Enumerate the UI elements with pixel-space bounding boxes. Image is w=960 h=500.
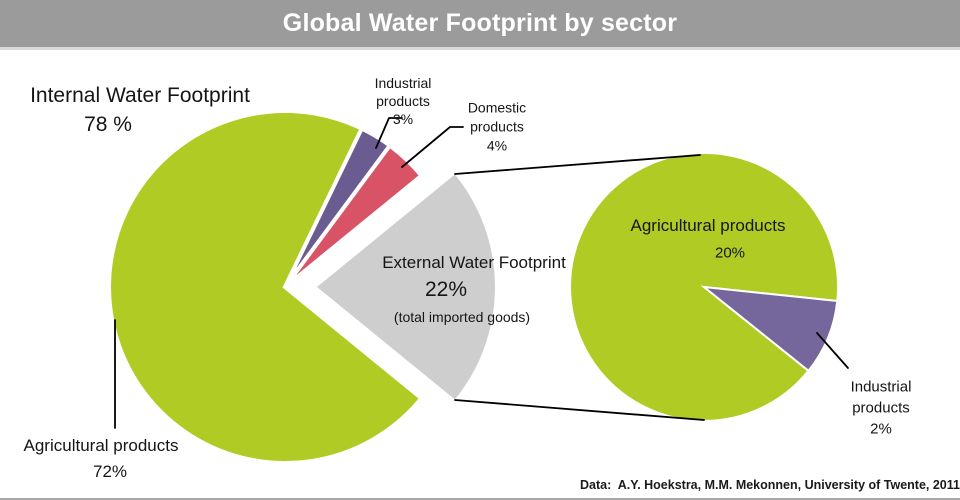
data-source-credit: Data: A.Y. Hoekstra, M.M. Mekonnen, Univ… xyxy=(580,478,960,492)
agricultural-products-label: Agricultural products xyxy=(23,436,179,455)
connector-line-bottom xyxy=(454,399,705,421)
industrial-label-line1: Industrial xyxy=(374,75,432,91)
bottom-border xyxy=(0,498,960,500)
right-pie-agricultural-label: Agricultural products xyxy=(630,216,786,235)
internal-footprint-title: Internal Water Footprint xyxy=(30,84,250,107)
right-pie-agricultural-pct: 20% xyxy=(714,244,746,262)
domestic-leader-line xyxy=(401,126,464,168)
agricultural-products-pct: 72% xyxy=(92,462,128,481)
right-industrial-label-line2: products xyxy=(852,399,910,417)
domestic-label-line2: products xyxy=(470,118,524,135)
external-footprint-pct: 22% xyxy=(424,278,468,301)
domestic-label-line1: Domestic xyxy=(467,99,527,116)
right-industrial-label-pct: 2% xyxy=(870,420,892,438)
external-footprint-note: (total imported goods) xyxy=(393,309,531,325)
right-industrial-label-line1: Industrial xyxy=(850,378,912,396)
internal-footprint-pct: 78 % xyxy=(84,113,132,136)
external-footprint-title: External Water Footprint xyxy=(382,253,566,272)
left-pie-slice-agricultural xyxy=(107,109,425,466)
industrial-label-pct: 3% xyxy=(392,111,414,127)
chart-title: Global Water Footprint by sector xyxy=(282,9,678,37)
right-pie-industrial-callout: Industrial products 2% xyxy=(851,377,912,440)
right-pie-slice-industrial xyxy=(700,285,839,373)
industrial-leader-line xyxy=(375,117,403,149)
right-industrial-leader-line xyxy=(816,332,849,369)
header-bar: Global Water Footprint by sector xyxy=(0,0,960,47)
connector-line-top xyxy=(454,154,701,175)
external-wedge-slice xyxy=(317,174,495,400)
header-underline xyxy=(0,47,960,50)
industrial-products-callout: Industrial products 3% xyxy=(375,74,432,128)
domestic-products-callout: Domestic products 4% xyxy=(468,99,526,156)
industrial-label-line2: products xyxy=(376,93,430,109)
domestic-label-pct: 4% xyxy=(486,137,508,154)
left-pie-slice-domestic xyxy=(283,142,425,289)
